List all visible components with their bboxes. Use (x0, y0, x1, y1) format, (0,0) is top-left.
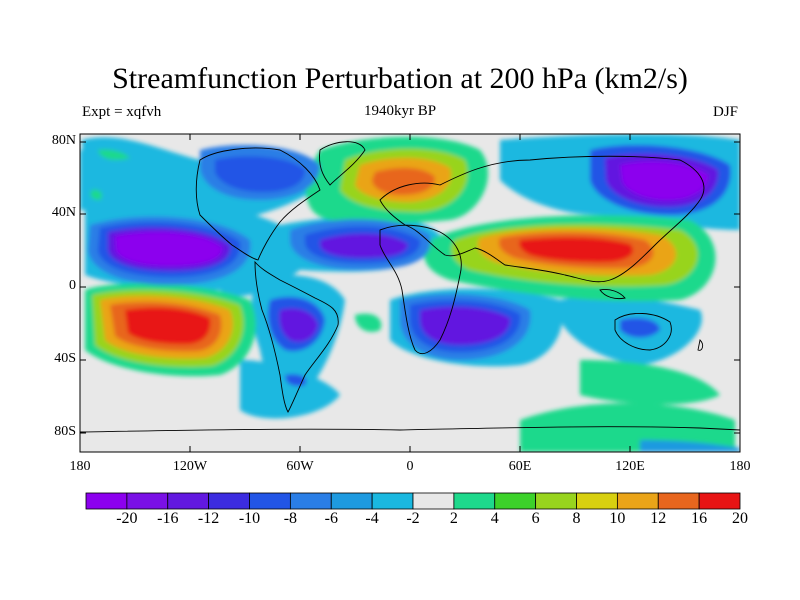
colorbar-swatch (371, 492, 414, 510)
colorbar-label: -10 (238, 510, 261, 527)
colorbar (85, 492, 741, 510)
colorbar-swatch (249, 492, 291, 510)
colorbar-swatch (494, 492, 537, 510)
colorbar-label: 10 (609, 510, 626, 527)
colorbar-swatch (167, 492, 210, 510)
colorbar-swatch (535, 492, 577, 510)
colorbar-label: 12 (650, 510, 667, 527)
period-label: 1940kyr BP (363, 103, 437, 119)
colorbar-label: -4 (365, 510, 379, 527)
colorbar-label: 2 (449, 510, 458, 527)
lat-tick: 80S (54, 424, 76, 439)
colorbar-swatch (85, 492, 128, 510)
colorbar-label: -20 (116, 510, 138, 527)
colorbar-swatch (208, 492, 250, 510)
colorbar-label: 6 (531, 510, 540, 527)
colorbar-label: 4 (490, 510, 499, 527)
colorbar-swatch (698, 492, 741, 510)
lon-tick: 180 (69, 459, 91, 474)
colorbar-label: -8 (283, 510, 298, 527)
lon-tick: 60E (508, 459, 532, 474)
lat-tick: 80N (51, 133, 76, 148)
contour-fills (80, 134, 740, 452)
colorbar-swatch (126, 492, 169, 510)
axis-ticks (79, 134, 741, 452)
colorbar-swatch (657, 492, 700, 510)
colorbar-swatch (330, 492, 373, 510)
colorbar-label: -2 (406, 510, 420, 527)
colorbar-swatch (453, 492, 496, 510)
colorbar-swatch (576, 492, 618, 510)
lat-tick: 40N (51, 205, 76, 220)
lon-tick: 180 (729, 459, 751, 474)
lat-tick: 0 (69, 278, 76, 293)
experiment-label: Expt = xqfvh (82, 104, 162, 120)
colorbar-label: -6 (324, 510, 338, 527)
lon-tick: 120E (615, 459, 645, 474)
coastlines (80, 141, 740, 433)
colorbar-swatch (412, 492, 455, 510)
colorbar-label: 20 (732, 510, 748, 527)
colorbar-label: -12 (197, 510, 220, 527)
colorbar-swatch (289, 492, 332, 510)
lon-tick: 120W (172, 459, 208, 474)
colorbar-label: 16 (691, 510, 708, 527)
lat-tick: 40S (54, 351, 76, 366)
lon-tick: 60W (286, 459, 314, 474)
lon-tick: 0 (406, 459, 414, 474)
season-label: DJF (712, 104, 738, 120)
colorbar-label: 8 (572, 510, 581, 527)
colorbar-swatch (616, 492, 659, 510)
map-title: Streamfunction Perturbation at 200 hPa (… (112, 62, 688, 95)
colorbar-label: -16 (157, 510, 179, 527)
